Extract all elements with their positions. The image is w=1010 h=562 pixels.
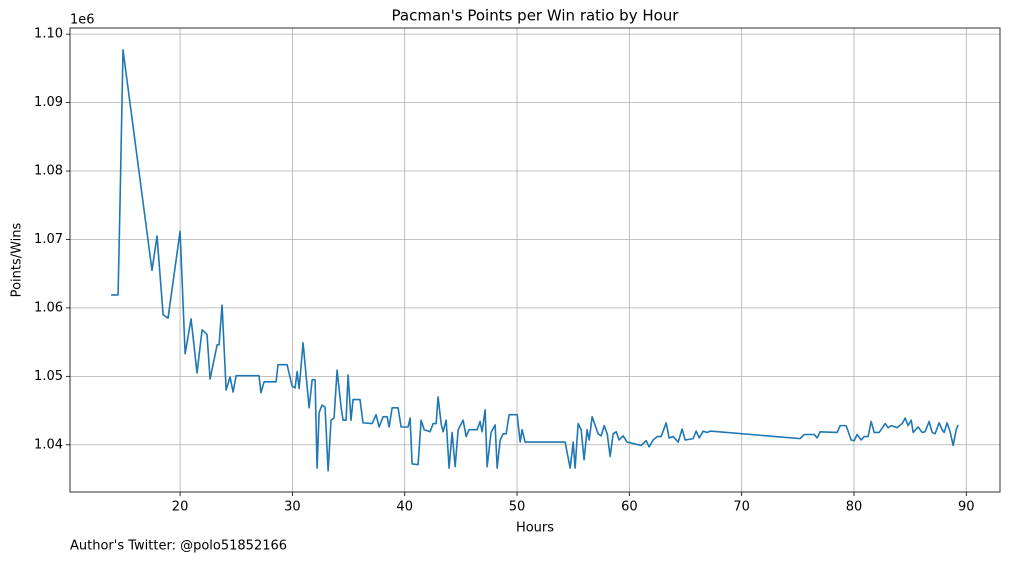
x-tick-label: 60 bbox=[621, 500, 638, 515]
y-tick-label: 1.06 bbox=[34, 300, 63, 315]
y-tick-label: 1.07 bbox=[34, 232, 63, 247]
x-tick-label: 40 bbox=[396, 500, 413, 515]
x-tick-label: 30 bbox=[284, 500, 301, 515]
x-tick-label: 90 bbox=[958, 500, 975, 515]
x-tick-label: 50 bbox=[509, 500, 526, 515]
footnote: Author's Twitter: @polo51852166 bbox=[70, 539, 287, 554]
plot-frame bbox=[69, 27, 1001, 493]
x-tick-label: 70 bbox=[733, 500, 750, 515]
x-axis-label: Hours bbox=[516, 521, 554, 536]
chart-title: Pacman's Points per Win ratio by Hour bbox=[392, 7, 680, 25]
y-tick-label: 1.09 bbox=[34, 95, 63, 110]
x-tick-label: 80 bbox=[846, 500, 863, 515]
y-tick-label: 1.05 bbox=[34, 369, 63, 384]
data-line bbox=[111, 49, 959, 472]
y-axis-label: Points/Wins bbox=[10, 222, 25, 297]
y-offset-label: 1e6 bbox=[70, 13, 95, 28]
y-tick-label: 1.10 bbox=[34, 27, 63, 42]
x-tick-label: 20 bbox=[172, 500, 189, 515]
y-tick-label: 1.08 bbox=[34, 164, 63, 179]
y-tick-label: 1.04 bbox=[34, 437, 63, 452]
